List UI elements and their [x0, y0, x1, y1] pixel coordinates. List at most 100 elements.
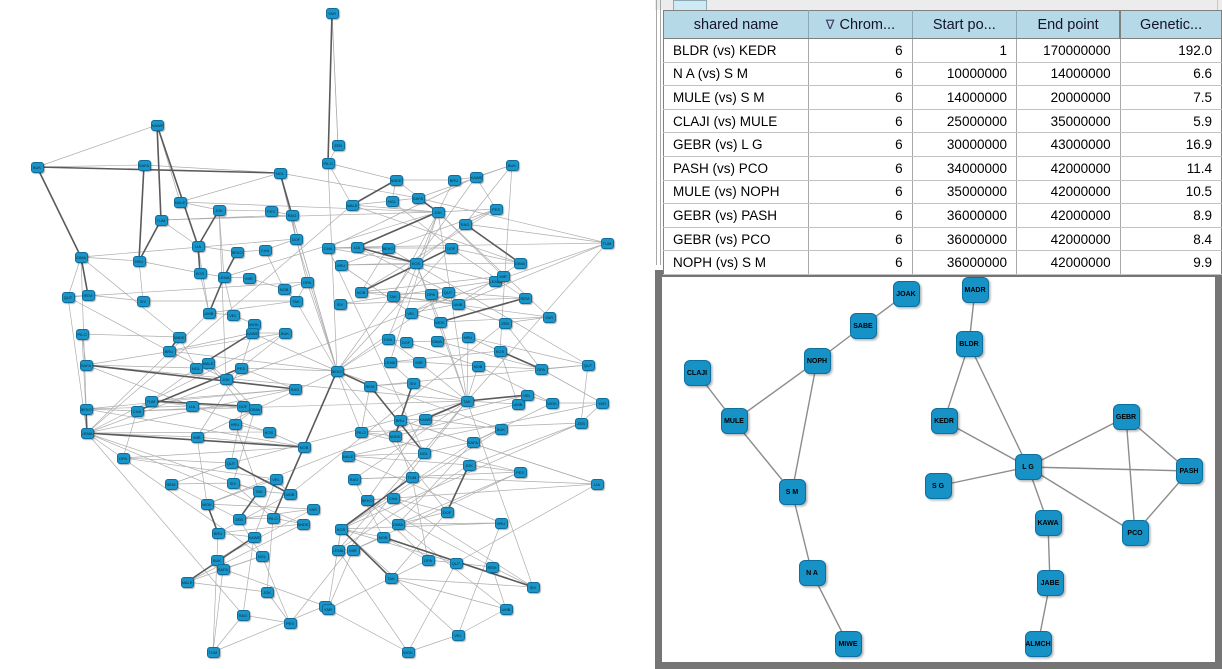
network-node[interactable]: DOF — [440, 506, 454, 518]
network-node[interactable]: VEL — [269, 473, 283, 485]
cell-value[interactable]: 43000000 — [1016, 132, 1121, 157]
network-node[interactable]: MALE — [341, 450, 355, 462]
network-node[interactable]: LEMA — [383, 356, 397, 368]
network-node[interactable]: SAFA — [411, 192, 425, 204]
network-edge[interactable] — [791, 360, 818, 493]
network-node[interactable]: OPA — [421, 554, 435, 566]
network-node[interactable]: SAFA — [137, 159, 151, 171]
network-node[interactable]: ANDE — [172, 331, 186, 343]
network-node[interactable]: OPA — [300, 276, 314, 288]
network-node[interactable]: GIMA — [74, 251, 88, 263]
cell-value[interactable]: 6 — [808, 132, 913, 157]
network-node[interactable]: HRU — [461, 331, 475, 343]
cell-shared-name[interactable]: N A (vs) S M — [663, 62, 809, 87]
network-node[interactable]: BUK — [30, 161, 44, 173]
network-node[interactable]: HRU — [334, 259, 348, 271]
network-node[interactable]: DOF — [399, 336, 413, 348]
cell-value[interactable]: 42000000 — [1016, 227, 1121, 252]
table-row[interactable]: N A (vs) S M 6 10000000 14000000 6.6 — [663, 62, 1222, 87]
network-edge[interactable] — [943, 420, 1029, 468]
network-node[interactable]: MALE — [173, 196, 187, 208]
network-node-pco[interactable]: PCO — [1121, 520, 1149, 546]
network-node-gebr[interactable]: GEBR — [1112, 404, 1140, 430]
network-edge[interactable] — [968, 343, 1029, 468]
network-node[interactable]: SIV — [406, 377, 420, 389]
network-node-jabe[interactable]: JABE — [1036, 570, 1064, 596]
network-node[interactable]: PES — [283, 617, 297, 629]
network-node[interactable]: PILO — [75, 328, 89, 340]
cell-value[interactable]: 16.9 — [1119, 132, 1222, 157]
network-node[interactable]: BRU — [211, 527, 225, 539]
cell-value[interactable]: 14000000 — [1016, 62, 1121, 87]
network-node[interactable]: RAG — [347, 473, 361, 485]
cell-value[interactable]: 14000000 — [911, 85, 1017, 110]
network-node[interactable]: OPA — [424, 288, 438, 300]
table-row[interactable]: GEBR (vs) PCO 6 36000000 42000000 8.4 — [663, 227, 1222, 252]
cell-shared-name[interactable]: CLAJI (vs) MULE — [663, 109, 809, 134]
network-node-almch[interactable]: ALMCH — [1024, 631, 1052, 657]
network-node[interactable]: ZEB — [331, 139, 345, 151]
network-node[interactable]: NGL — [417, 447, 431, 459]
cell-value[interactable]: 25000000 — [911, 109, 1017, 134]
network-node[interactable]: JOK — [431, 206, 445, 218]
network-node[interactable]: ANDE — [389, 174, 403, 186]
network-node[interactable]: PES — [264, 205, 278, 217]
cell-value[interactable]: 6 — [808, 180, 913, 205]
network-node[interactable]: NOB — [471, 360, 485, 372]
network-node-lg[interactable]: L G — [1014, 454, 1042, 480]
network-node[interactable]: LEMA — [80, 427, 94, 439]
network-node[interactable]: OPA — [116, 452, 130, 464]
network-node[interactable]: TUM — [154, 214, 168, 226]
network-node[interactable]: PILO — [321, 157, 335, 169]
network-node[interactable]: KOS — [409, 257, 423, 269]
network-node-madr[interactable]: MADR — [961, 277, 989, 303]
network-node[interactable]: UMB — [283, 488, 297, 500]
network-node[interactable]: RAG — [288, 383, 302, 395]
cell-value[interactable]: 36000000 — [911, 227, 1017, 252]
network-node[interactable]: ZEB — [232, 513, 246, 525]
network-node[interactable]: REM — [518, 292, 532, 304]
network-node[interactable]: PILO — [354, 426, 368, 438]
network-node[interactable]: BUK — [494, 423, 508, 435]
cell-shared-name[interactable]: MULE (vs) NOPH — [663, 180, 809, 205]
network-node[interactable]: BRU — [393, 414, 407, 426]
network-node[interactable]: BRU — [447, 174, 461, 186]
network-node[interactable]: RAG — [285, 209, 299, 221]
cell-value[interactable]: 5.9 — [1119, 109, 1222, 134]
network-node[interactable]: WOK — [433, 316, 447, 328]
network-node[interactable]: NOB — [354, 286, 368, 298]
network-node[interactable]: BRU — [162, 345, 176, 357]
cell-value[interactable]: 6 — [808, 85, 913, 110]
network-node[interactable]: TAK — [460, 395, 474, 407]
network-node[interactable]: KAWE — [245, 327, 259, 339]
network-node[interactable]: BEKO — [360, 494, 374, 506]
network-node[interactable]: MALE — [201, 357, 215, 369]
network-node[interactable]: LIA — [590, 478, 604, 490]
network-node[interactable]: SIV — [333, 298, 347, 310]
network-node[interactable]: TAK — [386, 290, 400, 302]
cell-value[interactable]: 6 — [808, 109, 913, 134]
cell-value[interactable]: 6 — [808, 62, 913, 87]
network-node[interactable]: ZEB — [498, 317, 512, 329]
network-node[interactable]: TAK — [252, 485, 266, 497]
table-tab-stub[interactable] — [673, 0, 707, 10]
network-node[interactable]: JOK — [260, 586, 274, 598]
network-node[interactable]: BEKO — [381, 242, 395, 254]
cell-value[interactable]: 42000000 — [1016, 203, 1121, 228]
network-node[interactable]: ZEB — [574, 417, 588, 429]
network-node[interactable]: DOF — [289, 233, 303, 245]
network-node[interactable]: NOB — [376, 531, 390, 543]
network-node[interactable]: REM — [485, 561, 499, 573]
network-node[interactable]: NGL — [273, 167, 287, 179]
network-node[interactable]: YAR — [325, 7, 339, 19]
cell-value[interactable]: 34000000 — [911, 156, 1017, 181]
network-node[interactable]: KAWE — [418, 413, 432, 425]
network-node[interactable]: BUK — [278, 327, 292, 339]
network-node[interactable]: YAR — [542, 311, 556, 323]
table-row[interactable]: CLAJI (vs) MULE 6 25000000 35000000 5.9 — [663, 109, 1222, 134]
network-node[interactable]: KAWE — [150, 119, 164, 131]
network-node[interactable]: MIR — [412, 356, 426, 368]
network-edge[interactable] — [937, 466, 1029, 487]
network-node[interactable]: DOF — [444, 242, 458, 254]
network-node[interactable]: VEL — [404, 307, 418, 319]
